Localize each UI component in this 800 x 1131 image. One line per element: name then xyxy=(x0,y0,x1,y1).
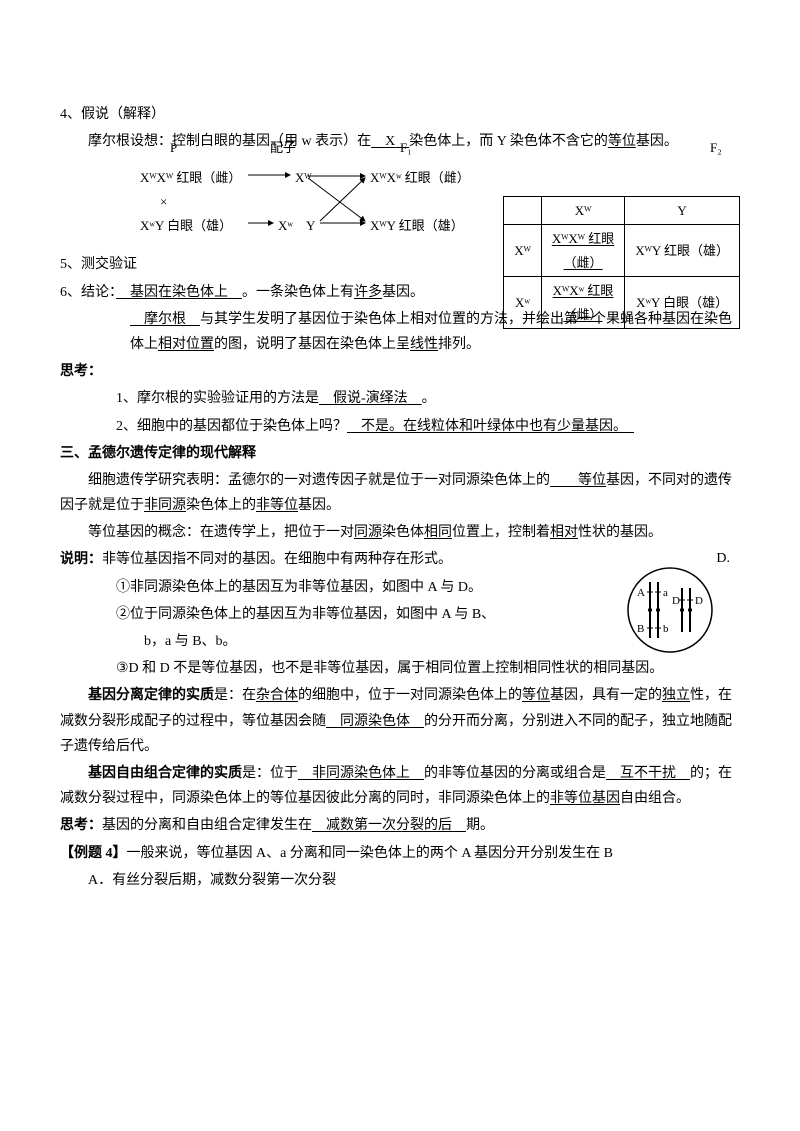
lbl-b: b xyxy=(663,623,669,635)
punnett-square: Xᵂ Y Xᵂ XᵂXᵂ 红眼（雌） XᵂY 红眼（雄） Xʷ XᵂXʷ 红眼（… xyxy=(503,196,740,329)
lbl-D1: D xyxy=(672,595,680,607)
lbl-B: B xyxy=(637,623,644,635)
example4: 【例题 4】一般来说，等位基因 A、a 分离和同一染色体上的两个 A 基因分开分… xyxy=(60,841,740,866)
pn-a2: XᵂY 红眼（雄） xyxy=(625,225,740,277)
lbl-a: a xyxy=(663,587,668,599)
cross-symbol: × xyxy=(160,190,167,213)
law2: 基因自由组合定律的实质是：位于 非同源染色体上 的非等位基因的分离或组合是 互不… xyxy=(60,761,740,811)
think2: 思考：基因的分离和自由组合定律发生在 减数第一次分裂的后 期。 xyxy=(60,813,740,838)
lbl-D2: D xyxy=(695,595,703,607)
think1-q1: 1、摩尔根的实验验证用的方法是 假说-演绎法 。 xyxy=(60,386,740,411)
label-f2: F₂ xyxy=(710,136,722,159)
sec4-t1: 摩尔根设想：控制白眼的基因（用 w 表示）在 xyxy=(88,134,371,149)
sec4-title: 4、假说（解释） xyxy=(60,102,740,127)
p-female: XᵂXᵂ 红眼（雌） xyxy=(140,166,241,189)
s3-p2: 等位基因的概念：在遗传学上，把位于一对同源染色体相同位置上，控制着相对性状的基因… xyxy=(60,520,740,545)
f1-female: XᵂXʷ 红眼（雌） xyxy=(370,166,470,189)
think1-title: 思考： xyxy=(60,359,740,384)
pn-col2: Y xyxy=(625,197,740,225)
label-f1: F₁ xyxy=(400,136,412,159)
sec4-u2: 等位 xyxy=(608,134,636,149)
sec4-t2: 染色体上，而 Y 染色体不含它的 xyxy=(409,134,608,149)
g-male: Xʷ Y xyxy=(278,214,315,237)
pn-b1: XᵂXʷ 红眼（雌） xyxy=(541,277,624,329)
pn-rowA: Xᵂ xyxy=(504,225,542,277)
law1: 基因分离定律的实质是：在杂合体的细胞中，位于一对同源染色体上的等位基因，具有一定… xyxy=(60,683,740,759)
g-female: Xᵂ xyxy=(295,166,312,189)
f1-male: XᵂY 红眼（雄） xyxy=(370,214,464,237)
heading-3: 三、孟德尔遗传定律的现代解释 xyxy=(60,441,740,466)
pn-b2: XʷY 白眼（雄） xyxy=(625,277,740,329)
cross-diagram: P 配子 F₁ F₂ XᵂXᵂ 红眼（雌） Xᵂ XᵂXʷ 红眼（雌） × Xʷ… xyxy=(140,158,490,248)
example4-a: A．有丝分裂后期，减数分裂第一次分裂 xyxy=(60,868,740,893)
p-male: XʷY 白眼（雄） xyxy=(140,214,232,237)
pn-col1: Xᵂ xyxy=(541,197,624,225)
label-p: P xyxy=(170,136,177,159)
pn-a1: XᵂXᵂ 红眼（雌） xyxy=(541,225,624,277)
label-gamete: 配子 xyxy=(270,136,296,159)
pn-rowB: Xʷ xyxy=(504,277,542,329)
think1-q2: 2、细胞中的基因都位于染色体上吗？ 不是。在线粒体和叶绿体中也有少量基因。 xyxy=(60,414,740,439)
s3-p1: 细胞遗传学研究表明：孟德尔的一对遗传因子就是位于一对同源染色体上的 等位基因，不… xyxy=(60,468,740,518)
sec4-t3: 基因。 xyxy=(636,134,678,149)
lbl-A: A xyxy=(637,587,645,599)
chromosome-diagram: A B a b D D xyxy=(620,562,720,662)
pn-blank xyxy=(504,197,542,225)
